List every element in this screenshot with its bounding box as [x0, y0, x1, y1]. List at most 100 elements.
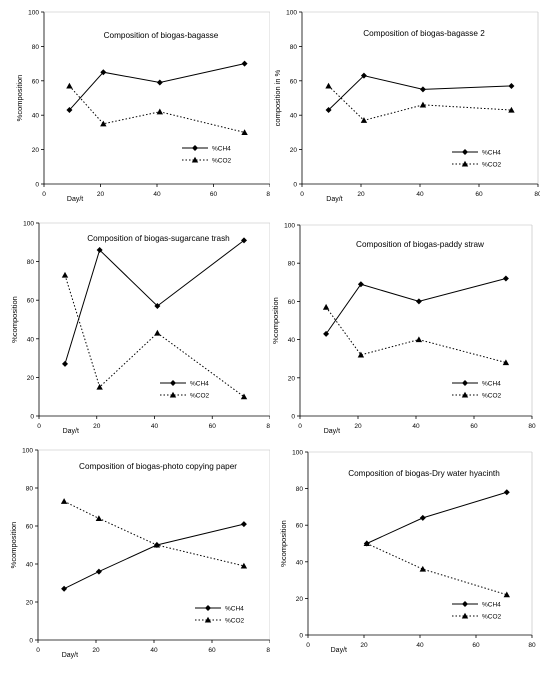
data-point-co2: [61, 271, 69, 278]
x-axis-label: Day/t: [62, 652, 78, 659]
data-point-co2: [508, 106, 515, 113]
y-tick-label: 20: [27, 375, 35, 382]
data-point-co2: [60, 498, 68, 504]
legend-label: %CO2: [190, 393, 210, 400]
y-tick-label: 40: [27, 336, 35, 343]
legend-marker: [170, 380, 176, 386]
data-point-ch4: [154, 302, 161, 309]
legend-marker: [461, 391, 469, 398]
y-tick-label: 100: [28, 10, 39, 17]
x-tick-label: 80: [528, 642, 536, 649]
series-line-ch4: [366, 491, 507, 544]
y-tick-label: 100: [286, 10, 297, 17]
data-point-co2: [415, 336, 423, 343]
legend-label: %CO2: [482, 614, 502, 621]
series-line-co2: [69, 85, 245, 133]
series-line-ch4: [328, 75, 512, 111]
x-tick-label: 20: [357, 191, 365, 198]
x-tick-label: 60: [208, 647, 216, 654]
legend-marker: [461, 612, 469, 619]
data-point-co2: [100, 120, 107, 127]
data-point-ch4: [323, 330, 330, 337]
x-tick-label: 0: [37, 423, 41, 430]
data-point-co2: [95, 515, 103, 521]
chart-panel-6: 0 20 40 60 80 100 0 20 40 60 80 Composition of biog…: [279, 450, 536, 655]
legend-marker: [461, 160, 469, 167]
legend-label: %CH4: [190, 381, 209, 388]
x-tick-label: 0: [42, 191, 46, 198]
data-point-co2: [419, 565, 426, 572]
x-tick-label: 80: [534, 191, 540, 198]
x-tick-label: 40: [416, 642, 424, 649]
series-line-ch4: [64, 239, 245, 365]
y-tick-label: 100: [23, 221, 34, 228]
data-point-co2: [153, 541, 161, 548]
chart-title: Composition of biogas-paddy straw: [356, 240, 484, 249]
data-point-co2: [240, 393, 248, 400]
y-tick-label: 80: [27, 259, 35, 266]
y-tick-label: 80: [32, 44, 40, 51]
y-tick-label: 80: [26, 486, 34, 493]
series-line-ch4: [69, 63, 245, 111]
data-point-co2: [502, 359, 510, 366]
x-axis-label: Day/t: [326, 196, 342, 203]
y-tick-label: 60: [290, 78, 298, 85]
data-point-co2: [156, 108, 164, 115]
legend-label: %CH4: [482, 602, 501, 609]
data-point-ch4: [66, 107, 73, 114]
data-point-ch4: [61, 585, 68, 592]
y-axis-label: %composition: [271, 297, 280, 344]
chart-title: Composition of biogas-Dry water hyacinth: [348, 469, 500, 478]
data-point-co2: [503, 591, 510, 598]
y-axis-label: composition in %: [273, 69, 282, 126]
y-tick-label: 0: [293, 182, 297, 189]
series-line-co2: [64, 274, 245, 398]
chart-panel-5: 0 20 40 60 80 100 0 20 40 60 80 Composition of biog…: [9, 448, 270, 659]
data-point-ch4: [241, 60, 248, 67]
legend-marker: [462, 601, 468, 607]
data-point-ch4: [357, 281, 364, 288]
legend-label: %CH4: [482, 150, 501, 157]
data-point-co2: [240, 562, 248, 569]
x-tick-label: 0: [36, 647, 40, 654]
x-tick-label: 80: [266, 423, 270, 430]
legend-marker: [204, 616, 212, 623]
x-tick-label: 40: [416, 191, 424, 198]
chart-panel-4: 0 20 40 60 80 100 0 20 40 60 80 Composition of biog…: [271, 223, 536, 436]
y-tick-label: 100: [292, 450, 303, 457]
y-tick-label: 60: [288, 299, 296, 306]
y-tick-label: 0: [291, 414, 295, 421]
x-axis-label: Day/t: [324, 428, 340, 435]
x-tick-label: 40: [150, 647, 158, 654]
series-line-ch4: [325, 277, 507, 335]
data-point-ch4: [240, 521, 247, 528]
legend-marker: [169, 391, 177, 398]
data-point-ch4: [508, 82, 515, 89]
y-tick-label: 0: [30, 414, 34, 421]
x-axis-label: Day/t: [67, 196, 83, 203]
x-tick-label: 0: [300, 191, 304, 198]
x-tick-label: 20: [97, 191, 105, 198]
y-tick-label: 20: [296, 596, 304, 603]
data-point-ch4: [96, 247, 103, 254]
y-tick-label: 80: [288, 261, 296, 268]
y-tick-label: 20: [32, 147, 40, 154]
y-tick-label: 0: [299, 633, 303, 640]
y-tick-label: 80: [296, 486, 304, 493]
x-tick-label: 80: [266, 191, 270, 198]
y-axis-label: %composition: [10, 296, 19, 343]
y-tick-label: 40: [290, 113, 298, 120]
legend-label: %CO2: [482, 393, 502, 400]
y-tick-label: 40: [32, 113, 40, 120]
x-tick-label: 60: [475, 191, 483, 198]
y-tick-label: 20: [290, 147, 298, 154]
y-tick-label: 20: [26, 600, 34, 607]
legend-label: %CH4: [225, 606, 244, 613]
chart-title: Composition of biogas-bagasse 2: [363, 29, 485, 38]
x-tick-label: 60: [472, 642, 480, 649]
y-tick-label: 60: [296, 523, 304, 530]
data-point-co2: [419, 101, 427, 108]
legend-label: %CO2: [212, 158, 232, 165]
data-point-co2: [96, 383, 103, 390]
x-tick-label: 40: [153, 191, 161, 198]
